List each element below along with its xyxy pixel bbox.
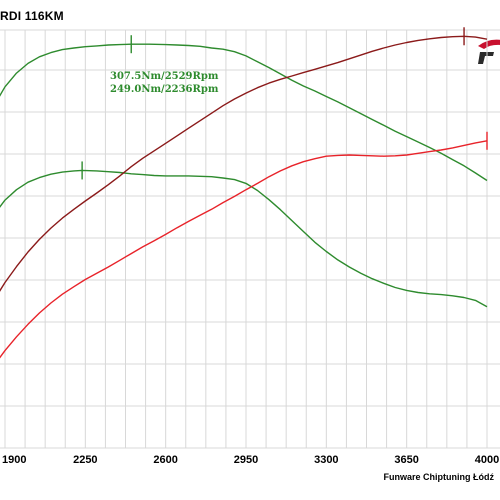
funware-logo-icon: [478, 39, 500, 64]
series-line-2: [0, 35, 488, 292]
chart-annotations: 307.5Nm/2529Rpm 249.0Nm/2236Rpm: [110, 71, 219, 95]
footer-credit: Funware Chiptuning Łódź: [383, 472, 494, 482]
x-tick-label: 2250: [73, 454, 97, 466]
x-tick-label: 2600: [153, 454, 177, 466]
annotation-max-torque: 307.5Nm/2529Rpm: [110, 71, 219, 82]
chart-markers: [81, 27, 488, 180]
chart-title: RDI 116KM: [0, 9, 64, 23]
x-axis-ticks: 1900 2250 2600 2950 3300 3650 4000: [2, 454, 499, 466]
chart-grid: [0, 29, 500, 449]
x-tick-label: 2950: [234, 454, 258, 466]
x-tick-label: 4000: [475, 454, 499, 466]
annotation-stock-torque: 249.0Nm/2236Rpm: [110, 84, 219, 95]
series-line-3: [0, 140, 488, 359]
chart-series-group: [0, 35, 488, 359]
series-line-1: [0, 169, 488, 308]
series-line-0: [0, 43, 488, 182]
x-tick-label: 1900: [2, 454, 26, 466]
x-tick-label: 3650: [394, 454, 418, 466]
x-tick-label: 3300: [314, 454, 338, 466]
